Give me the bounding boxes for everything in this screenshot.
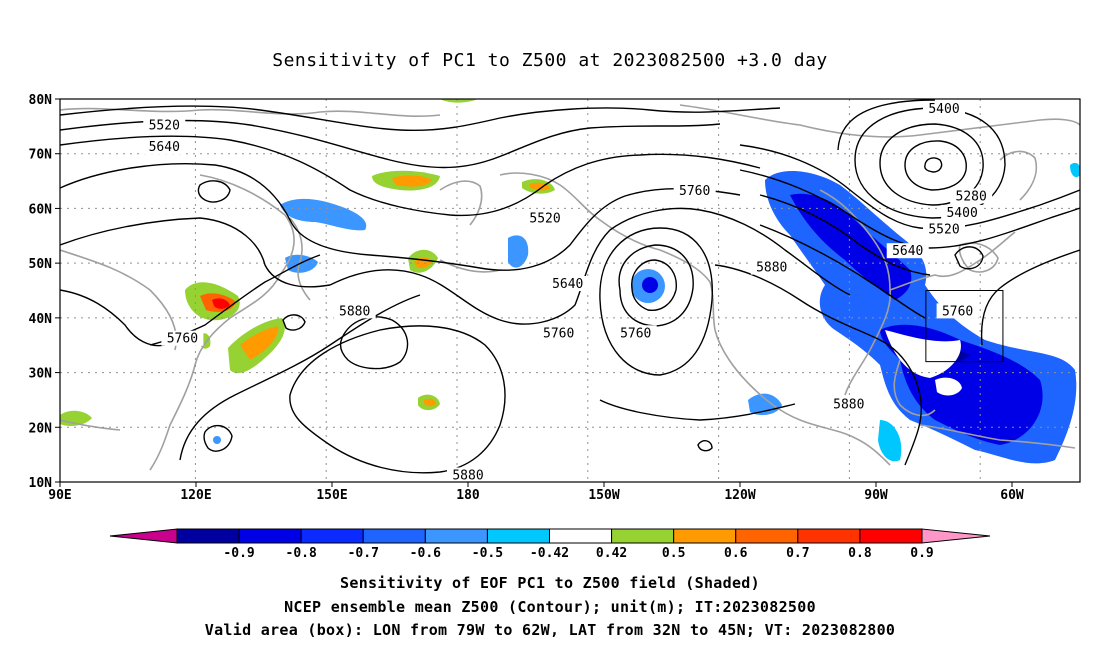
contour-label: 5520 — [149, 118, 180, 133]
lat-tick-label: 80N — [29, 93, 53, 108]
contour-label-bg — [143, 139, 186, 155]
caption-valid-area: Valid area (box): LON from 79W to 62W, L… — [204, 621, 896, 639]
contour-label-bg — [524, 210, 567, 226]
lon-tick-label: 180 — [456, 488, 480, 503]
colorbar-swatch — [549, 528, 613, 544]
contour-label-bg — [923, 100, 965, 116]
contour-label-bg — [941, 204, 984, 220]
colorbar-swatch — [673, 528, 737, 544]
colorbar-swatch — [735, 528, 799, 544]
colorbar-label: -0.9 — [223, 546, 254, 561]
contour-label: 5760 — [543, 326, 574, 341]
contour-label-bg — [614, 325, 657, 341]
colorbar-swatch — [797, 528, 861, 544]
contour-label-bg — [827, 396, 870, 412]
colorbar-label: -0.7 — [348, 546, 379, 561]
contour-label-bg — [143, 117, 186, 133]
contour-label: 5640 — [892, 244, 923, 259]
contour-label-bg — [537, 325, 580, 341]
colorbar-swatch — [611, 528, 675, 544]
contour-label-bg — [950, 188, 993, 204]
z500-contours — [60, 99, 1080, 474]
contour-label: 5640 — [552, 277, 583, 292]
contour-label-bg — [546, 276, 589, 292]
caption-shaded: Sensitivity of EOF PC1 to Z500 field (Sh… — [340, 574, 760, 592]
contour-label-bg — [447, 467, 489, 482]
colorbar: -0.9 -0.8 -0.7 -0.6 -0.5 -0.42 0.42 0.5 0.6 0.7 0.… — [109, 528, 991, 561]
contour-label-bg — [161, 330, 204, 346]
lon-tick-label: 120W — [724, 488, 755, 503]
lat-tick-label: 60N — [29, 202, 53, 217]
colorbar-label: 0.5 — [662, 546, 685, 561]
caption-contour: NCEP ensemble mean Z500 (Contour); unit(… — [284, 598, 816, 616]
contour-label: 5760 — [679, 184, 710, 199]
contour-label: 5760 — [167, 332, 198, 347]
contour-label-bg — [333, 303, 376, 319]
contour-label: 5760 — [942, 304, 973, 319]
colorbar-label: 0.8 — [848, 546, 872, 561]
lat-tick-label: 50N — [29, 257, 53, 272]
contour-label: 5400 — [928, 102, 959, 117]
contour-label: 5880 — [339, 304, 370, 319]
colorbar-swatch — [486, 528, 550, 544]
lon-tick-label: 150W — [588, 488, 619, 503]
contour-label: 5760 — [620, 326, 651, 341]
lat-tick-label: 10N — [29, 476, 53, 491]
colorbar-label: -0.8 — [286, 546, 317, 561]
colorbar-label: -0.5 — [472, 546, 503, 561]
contour-label-group: 5520 5640 5520 5640 5760 5880 5880 5760 5760 5760… — [143, 100, 993, 484]
contour-label: 5640 — [149, 140, 180, 155]
contour-label-bg — [936, 303, 979, 319]
lat-tick-label: 40N — [29, 312, 53, 327]
lon-tick-label: 120E — [180, 488, 211, 503]
valid-area-box — [925, 290, 1004, 363]
colorbar-swatch — [859, 528, 923, 544]
contour-label-bg — [923, 221, 965, 237]
plot-frame — [59, 98, 1081, 483]
colorbar-label: 0.9 — [910, 546, 933, 561]
colorbar-swatch — [176, 528, 240, 544]
contour-label-bg — [673, 183, 716, 199]
coastlines — [60, 104, 1080, 471]
colorbar-label: 0.42 — [596, 546, 627, 561]
colorbar-swatch — [424, 528, 488, 544]
colorbar-label: -0.42 — [530, 546, 569, 561]
lat-tick-label: 20N — [29, 421, 53, 436]
lon-tick-label: 150E — [316, 488, 347, 503]
lon-tick-label: 90E — [48, 488, 71, 503]
contour-label: 5400 — [946, 206, 977, 221]
contour-label-bg — [886, 243, 929, 259]
colorbar-swatch — [238, 528, 302, 544]
contour-label: 5520 — [928, 222, 959, 237]
contour-label: 5880 — [833, 397, 864, 412]
lon-tick-label: 90W — [864, 488, 888, 503]
shaded-sensitivity — [60, 99, 1080, 464]
colorbar-label: -0.6 — [410, 546, 441, 561]
colorbar-swatch — [300, 528, 364, 544]
lat-tick-label: 70N — [29, 148, 53, 163]
colorbar-swatch — [362, 528, 426, 544]
colorbar-label: 0.7 — [786, 546, 809, 561]
lon-tick-label: 60W — [1000, 488, 1024, 503]
colorbar-high-arrow — [921, 528, 991, 544]
contour-label: 5880 — [452, 469, 483, 484]
map-grid — [60, 99, 1080, 482]
contour-label: 5520 — [529, 211, 560, 226]
lat-tick-label: 30N — [29, 367, 53, 382]
contour-label: 5280 — [956, 189, 987, 204]
contour-label-bg — [750, 259, 793, 275]
map-axes: 90E 120E 150E 180 150W 120W 90W 60W 80N 70N 60N 50N… — [29, 93, 1024, 503]
colorbar-low-arrow — [109, 528, 178, 544]
colorbar-label: 0.6 — [724, 546, 748, 561]
contour-label: 5880 — [756, 261, 787, 276]
map-title: Sensitivity of PC1 to Z500 at 2023082500… — [272, 50, 828, 71]
